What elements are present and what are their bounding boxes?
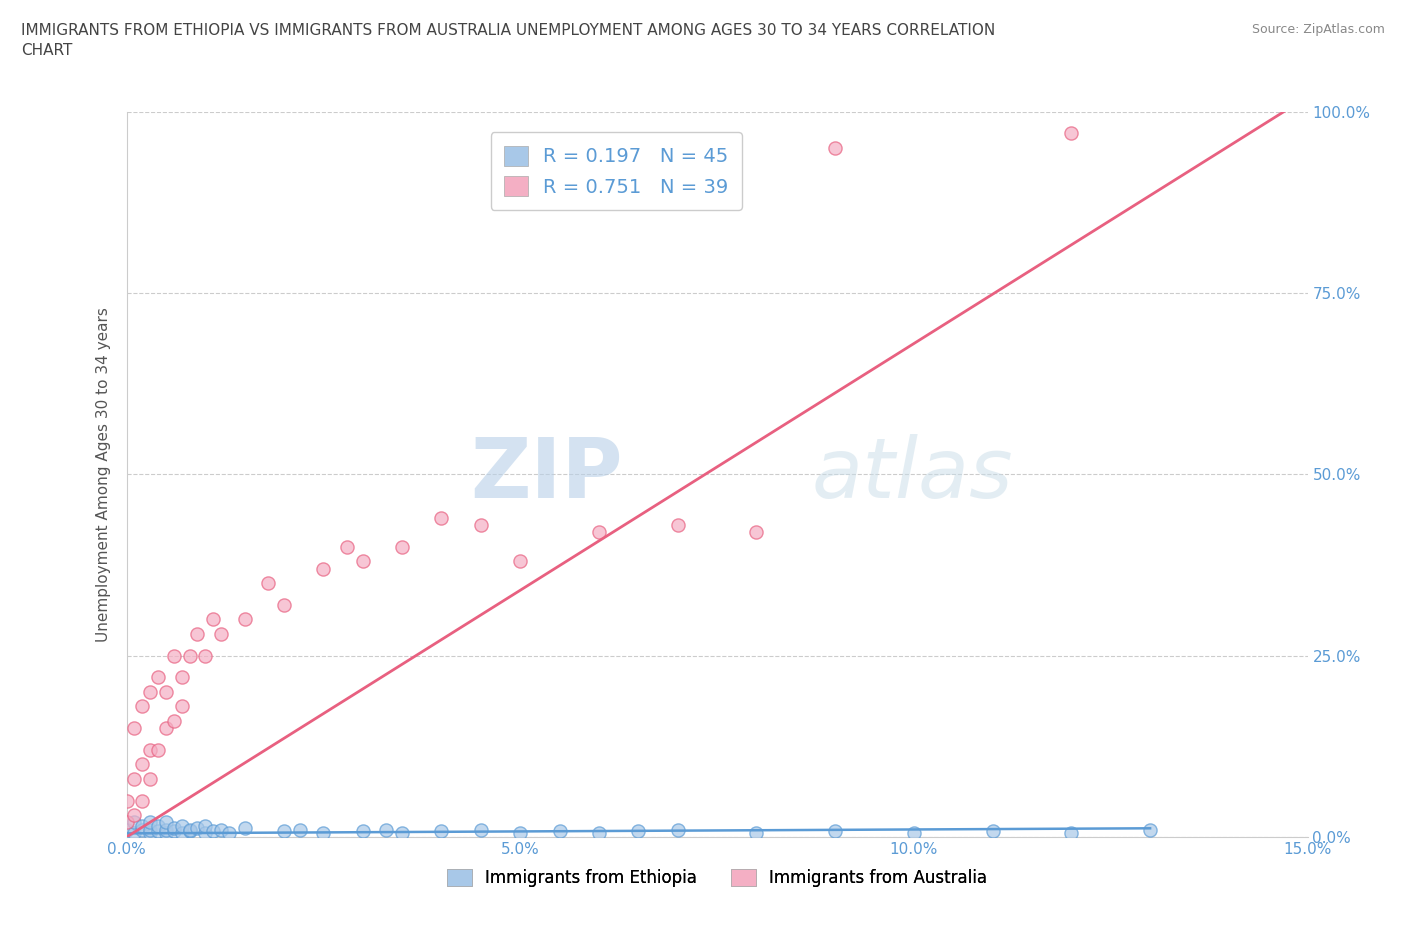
Point <box>375 822 398 837</box>
Point <box>146 742 169 757</box>
Point <box>179 824 201 839</box>
Point <box>146 670 169 684</box>
Point <box>257 576 280 591</box>
Point <box>186 821 208 836</box>
Point <box>288 822 311 837</box>
Text: IMMIGRANTS FROM ETHIOPIA VS IMMIGRANTS FROM AUSTRALIA UNEMPLOYMENT AMONG AGES 30: IMMIGRANTS FROM ETHIOPIA VS IMMIGRANTS F… <box>21 23 995 58</box>
Point <box>124 815 146 830</box>
Point <box>903 826 925 841</box>
Point <box>131 699 153 714</box>
Legend: Immigrants from Ethiopia, Immigrants from Australia: Immigrants from Ethiopia, Immigrants fro… <box>440 862 994 894</box>
Point <box>155 684 177 699</box>
Point <box>146 818 169 833</box>
Point <box>131 793 153 808</box>
Point <box>391 539 413 554</box>
Point <box>588 826 610 841</box>
Point <box>115 822 138 837</box>
Point <box>115 815 138 830</box>
Point <box>139 772 162 787</box>
Point <box>509 826 531 841</box>
Y-axis label: Unemployment Among Ages 30 to 34 years: Unemployment Among Ages 30 to 34 years <box>96 307 111 642</box>
Point <box>194 818 217 833</box>
Point <box>666 822 689 837</box>
Text: ZIP: ZIP <box>470 433 623 515</box>
Point <box>155 815 177 830</box>
Point <box>1139 822 1161 837</box>
Point <box>1060 126 1083 140</box>
Point <box>115 793 138 808</box>
Point <box>391 826 413 841</box>
Point <box>194 648 217 663</box>
Point <box>470 518 492 533</box>
Point <box>312 561 335 576</box>
Point <box>745 525 768 539</box>
Point <box>218 826 240 841</box>
Point <box>186 627 208 642</box>
Point <box>430 511 453 525</box>
Point <box>233 612 256 627</box>
Point <box>430 824 453 839</box>
Point <box>146 824 169 839</box>
Point <box>1060 826 1083 841</box>
Point <box>124 721 146 736</box>
Point <box>170 699 193 714</box>
Point <box>666 518 689 533</box>
Point <box>352 824 374 839</box>
Point <box>209 627 232 642</box>
Point <box>336 539 359 554</box>
Point <box>745 826 768 841</box>
Point <box>163 824 186 839</box>
Point <box>824 140 846 155</box>
Point <box>139 822 162 837</box>
Point <box>155 826 177 841</box>
Point <box>509 554 531 569</box>
Point <box>131 818 153 833</box>
Text: atlas: atlas <box>811 433 1014 515</box>
Point <box>981 824 1004 839</box>
Point <box>124 808 146 823</box>
Point <box>194 826 217 841</box>
Point <box>312 826 335 841</box>
Point <box>179 648 201 663</box>
Point <box>170 670 193 684</box>
Point <box>163 821 186 836</box>
Point <box>548 824 571 839</box>
Point <box>588 525 610 539</box>
Point <box>233 821 256 836</box>
Point <box>202 824 225 839</box>
Point <box>202 612 225 627</box>
Point <box>170 818 193 833</box>
Point <box>131 757 153 772</box>
Point <box>155 721 177 736</box>
Point <box>209 822 232 837</box>
Point <box>163 648 186 663</box>
Point <box>124 772 146 787</box>
Point <box>179 822 201 837</box>
Point <box>352 554 374 569</box>
Point <box>131 822 153 837</box>
Point <box>139 742 162 757</box>
Point <box>139 826 162 841</box>
Point <box>163 713 186 728</box>
Point <box>139 684 162 699</box>
Point <box>627 824 650 839</box>
Point <box>273 597 295 612</box>
Point <box>470 822 492 837</box>
Point <box>170 826 193 841</box>
Point <box>155 822 177 837</box>
Point <box>273 824 295 839</box>
Point <box>139 815 162 830</box>
Point <box>824 824 846 839</box>
Text: Source: ZipAtlas.com: Source: ZipAtlas.com <box>1251 23 1385 36</box>
Point <box>124 826 146 841</box>
